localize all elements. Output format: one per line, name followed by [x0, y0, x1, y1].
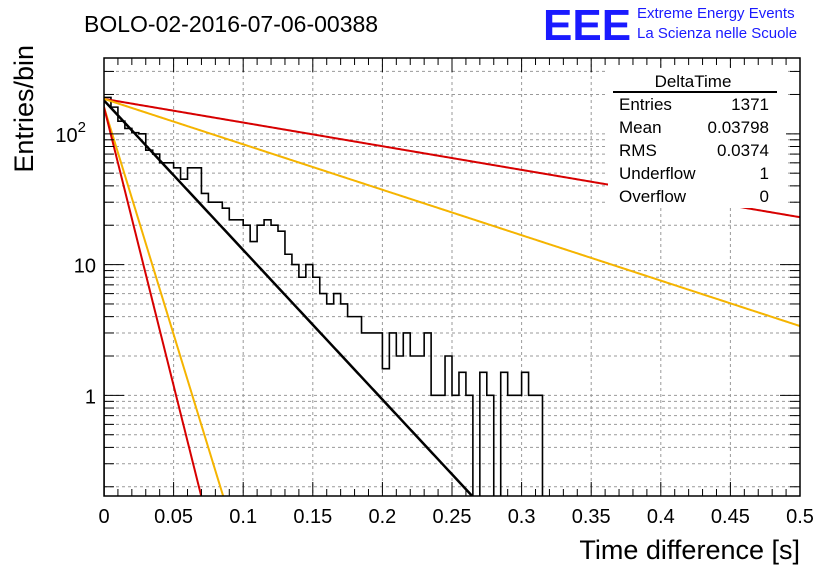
x-tick-label: 0.3: [508, 506, 536, 528]
y-tick-label: 102: [55, 119, 86, 147]
stats-row-label: RMS: [619, 141, 657, 160]
stats-row-value: 1: [760, 164, 769, 183]
y-tick-label: 10: [74, 256, 96, 278]
x-tick-labels: 0 0.05 0.1 0.15 0.2 0.25 0.3 0.35 0.4 0.45 0.5: [98, 506, 813, 528]
stats-row-label: Underflow: [619, 164, 696, 183]
x-tick-label: 0.25: [433, 506, 472, 528]
histogram: [104, 96, 544, 496]
axis-ticks: [103, 58, 801, 496]
x-tick-label: 0.15: [293, 506, 332, 528]
logo-line-2: La Scienza nelle Scuole: [637, 25, 797, 42]
stats-row-value: 0: [760, 187, 769, 206]
fit-curve: [104, 106, 225, 496]
fit-curve: [104, 97, 800, 328]
stats-box-title: DeltaTime: [655, 72, 732, 91]
stats-row-label: Entries: [619, 95, 672, 114]
x-tick-label: 0: [98, 506, 109, 528]
x-axis-title: Time difference [s]: [579, 535, 800, 565]
eee-logo: EEE Extreme Energy Events La Scienza nel…: [543, 1, 797, 50]
fit-curve: [104, 99, 474, 496]
y-tick-label: 1: [85, 386, 96, 408]
histogram-outline: [104, 96, 544, 496]
x-tick-label: 0.2: [368, 506, 396, 528]
logo-mark: EEE: [543, 1, 631, 50]
x-tick-label: 0.05: [154, 506, 193, 528]
stats-box: DeltaTime Entries 1371 Mean 0.03798 RMS 0.037…: [608, 68, 786, 208]
y-axis-title: Entries/bin: [9, 45, 39, 173]
x-tick-label: 0.5: [786, 506, 814, 528]
fit-curve: [104, 106, 203, 496]
x-tick-label: 0.1: [229, 506, 257, 528]
chart-title: BOLO-02-2016-07-06-00388: [84, 11, 378, 37]
x-tick-label: 0.45: [711, 506, 750, 528]
x-tick-label: 0.35: [572, 506, 611, 528]
stats-row-value: 1371: [731, 95, 769, 114]
stats-row-label: Mean: [619, 118, 662, 137]
stats-row-value: 0.03798: [708, 118, 769, 137]
logo-line-1: Extreme Energy Events: [637, 5, 795, 22]
stats-row-label: Overflow: [619, 187, 687, 206]
x-tick-label: 0.4: [647, 506, 675, 528]
stats-row-value: 0.0374: [717, 141, 769, 160]
y-tick-labels: 1 10 102: [55, 119, 96, 409]
